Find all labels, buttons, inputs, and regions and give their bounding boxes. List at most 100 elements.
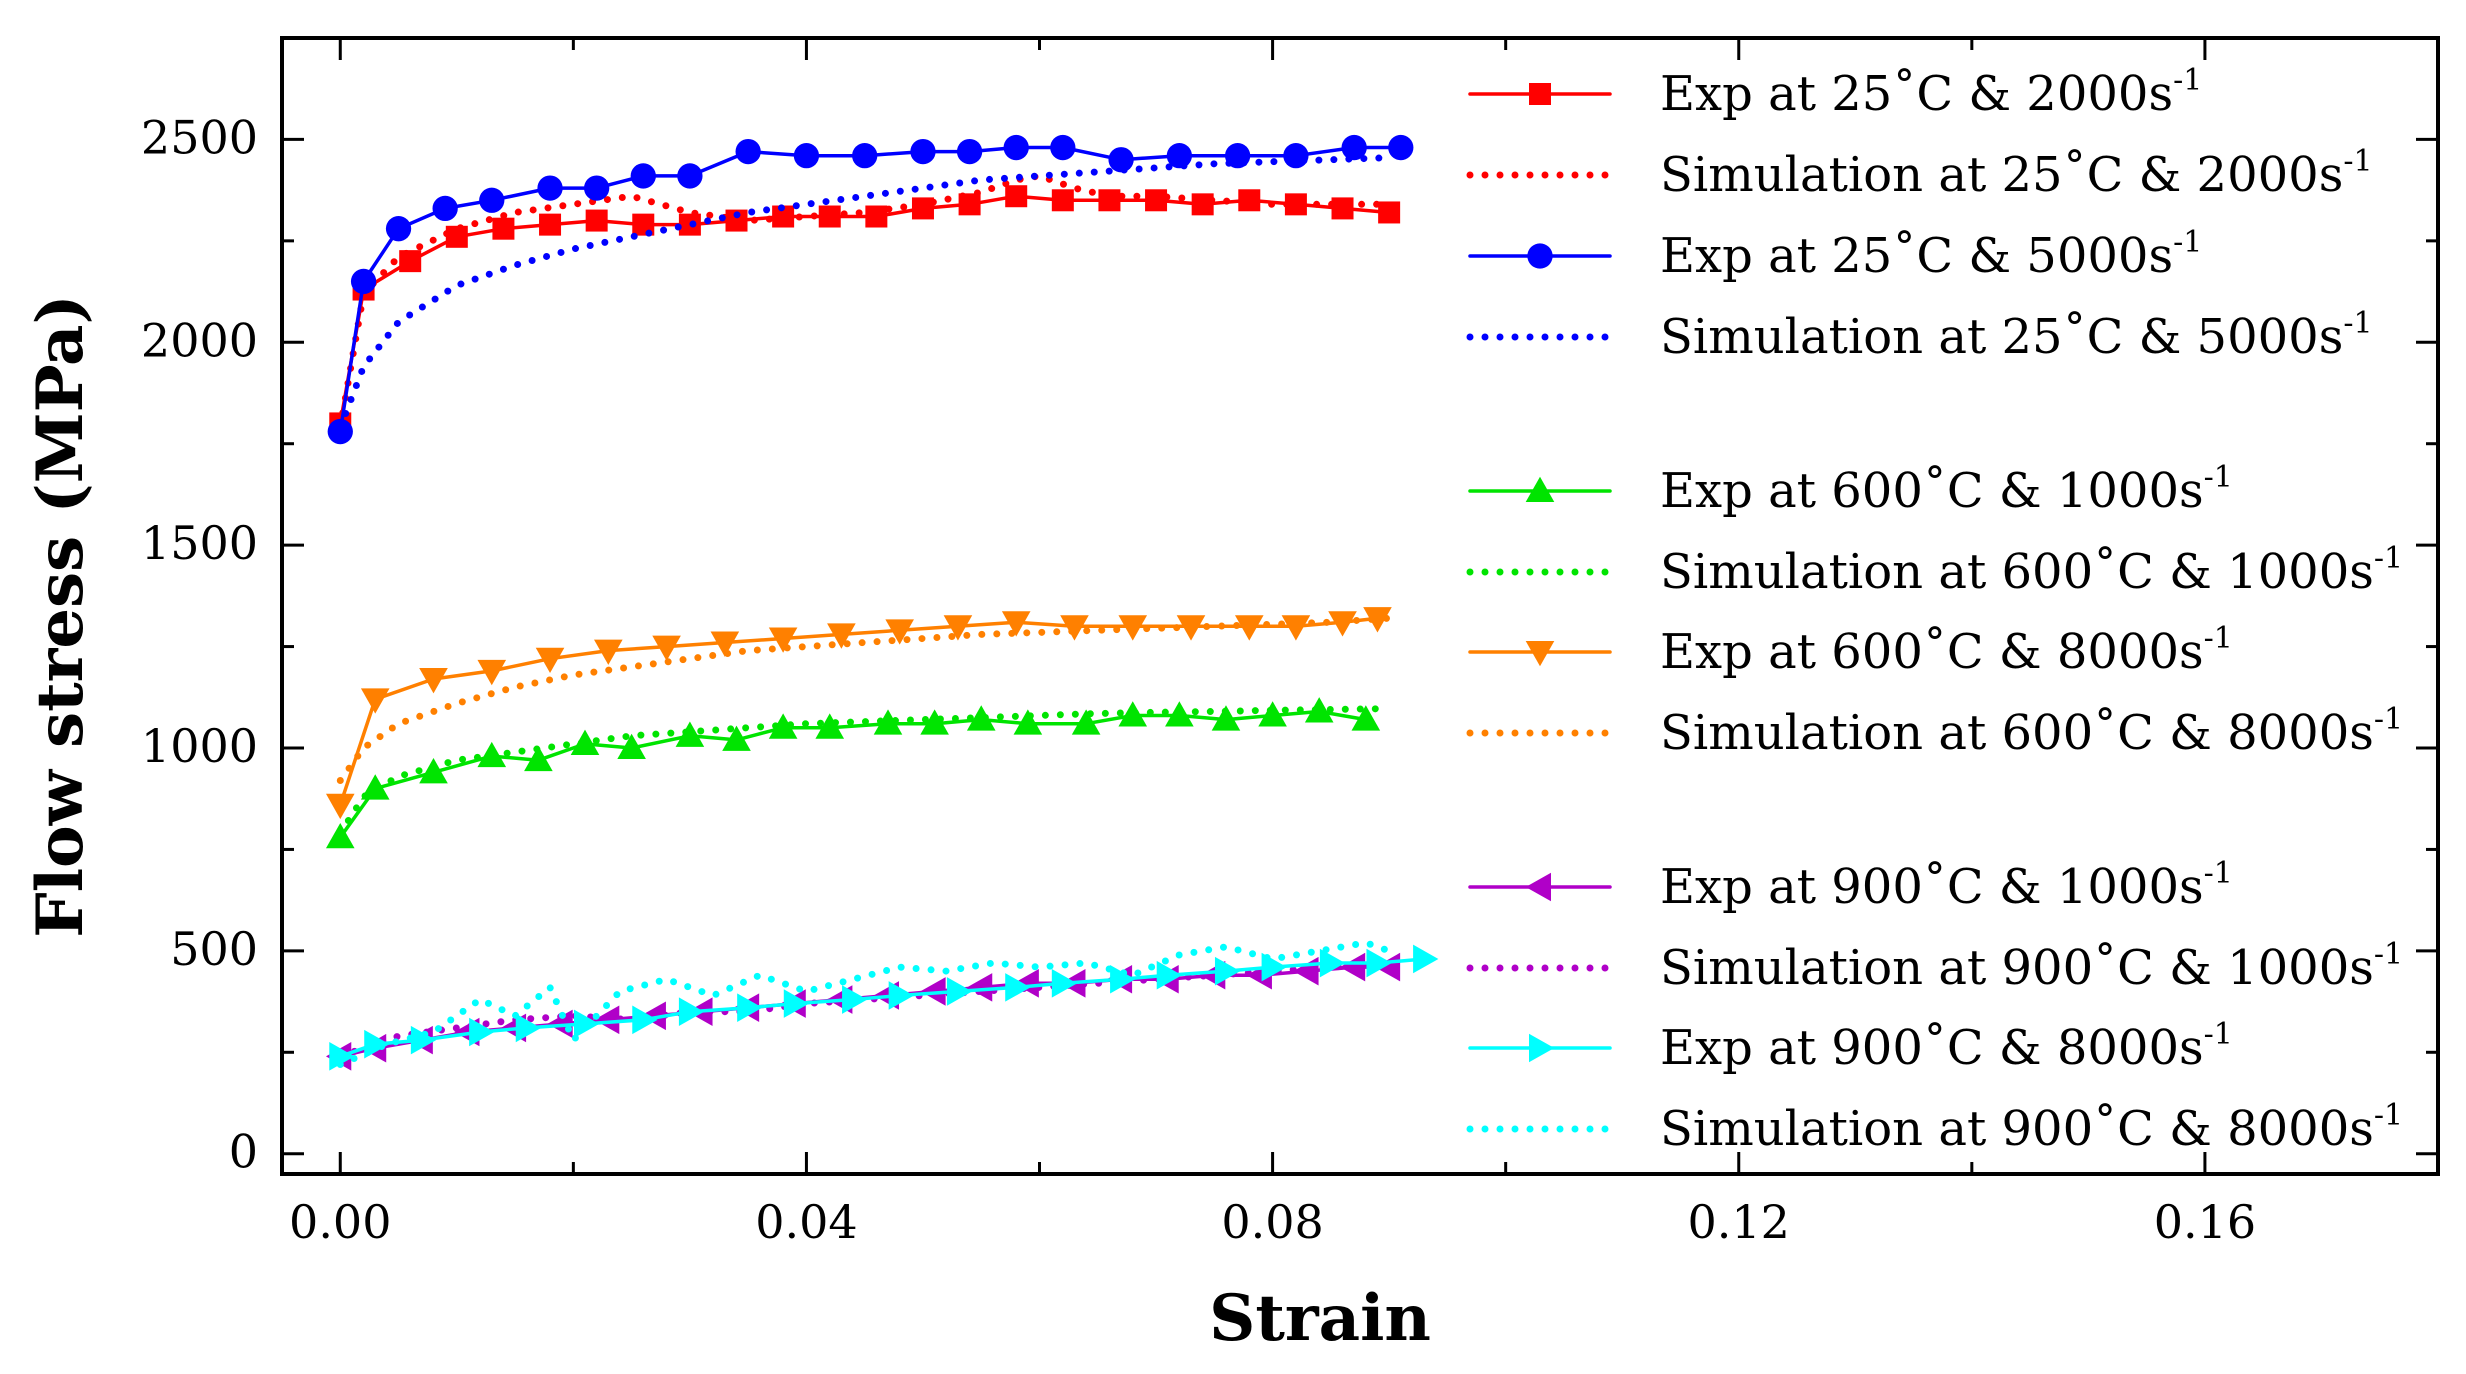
- legend-entry: Exp at 900˚C & 8000s-1: [1468, 1017, 2233, 1076]
- data-point: [678, 997, 705, 1027]
- legend-entry: Exp at 600˚C & 1000s-1: [1468, 460, 2233, 519]
- data-point: [632, 1005, 658, 1035]
- data-point: [535, 647, 565, 674]
- data-point: [1234, 615, 1264, 641]
- legend-label-superscript: -1: [2173, 63, 2202, 98]
- data-point: [1098, 189, 1121, 212]
- data-point: [1108, 147, 1134, 173]
- legend-label-text: Exp at 25˚C & 2000s: [1660, 66, 2173, 122]
- data-point: [1413, 944, 1439, 974]
- data-point: [885, 619, 914, 645]
- legend-label: Simulation at 900˚C & 8000s-1: [1660, 1098, 2403, 1157]
- data-point: [910, 138, 936, 165]
- data-point: [1003, 134, 1029, 161]
- data-point: [1351, 705, 1381, 731]
- legend-entry: Simulation at 25˚C & 5000s-1: [1466, 306, 2373, 365]
- data-point: [1366, 948, 1392, 978]
- data-point: [360, 688, 390, 714]
- data-point: [1281, 615, 1311, 641]
- data-point: [329, 1042, 355, 1071]
- x-tick-label: 0.08: [1221, 1195, 1323, 1249]
- y-tick-label: 1500: [141, 516, 258, 570]
- legend-label: Simulation at 25˚C & 2000s-1: [1660, 144, 2373, 203]
- data-point: [594, 639, 623, 665]
- legend-marker: [1529, 1033, 1555, 1063]
- legend-marker: [1529, 83, 1551, 105]
- data-point: [477, 659, 507, 686]
- data-point: [1214, 956, 1241, 986]
- legend-entry: Exp at 25˚C & 2000s-1: [1468, 63, 2202, 122]
- legend-label-text: Exp at 900˚C & 8000s: [1660, 1020, 2204, 1076]
- data-point: [920, 709, 949, 735]
- data-point: [737, 993, 763, 1022]
- series-12: [336, 939, 1393, 1068]
- data-point: [1304, 697, 1334, 723]
- series-11: [329, 944, 1439, 1071]
- data-point: [956, 138, 983, 165]
- legend-entry: Simulation at 25˚C & 2000s-1: [1466, 144, 2373, 203]
- data-point: [1001, 611, 1031, 637]
- simulation-line: [336, 959, 1393, 1060]
- data-point: [710, 631, 740, 657]
- data-point: [1283, 143, 1309, 169]
- data-point: [1060, 615, 1089, 641]
- data-point: [827, 623, 856, 649]
- data-point: [1363, 607, 1392, 633]
- x-tick-label: 0.04: [755, 1195, 857, 1249]
- simulation-line: [336, 939, 1393, 1068]
- x-tick-label: 0.16: [2154, 1195, 2256, 1249]
- legend-entry: Simulation at 600˚C & 8000s-1: [1466, 702, 2403, 761]
- data-point: [1156, 960, 1183, 990]
- data-point: [768, 627, 798, 653]
- legend-entry: Exp at 600˚C & 8000s-1: [1468, 621, 2233, 680]
- legend-label-text: Exp at 600˚C & 1000s: [1660, 463, 2204, 519]
- legend-label-superscript: -1: [2374, 702, 2403, 737]
- legend-entry: Simulation at 600˚C & 1000s-1: [1466, 541, 2403, 600]
- data-point: [445, 225, 468, 248]
- experiment-line: [338, 965, 1391, 1059]
- simulation-line: [336, 705, 1393, 837]
- legend-marker: [1525, 641, 1555, 667]
- legend-label-superscript: -1: [2343, 306, 2372, 341]
- series-10: [336, 959, 1393, 1060]
- data-point: [630, 163, 656, 189]
- data-point: [852, 143, 878, 169]
- data-point: [1051, 189, 1074, 212]
- data-point: [1013, 969, 1039, 998]
- data-point: [584, 175, 610, 201]
- data-point: [515, 1013, 542, 1043]
- legend-label: Exp at 25˚C & 2000s-1: [1660, 63, 2202, 122]
- legend-label-superscript: -1: [2374, 541, 2403, 576]
- simulation-line: [336, 172, 1393, 431]
- legend-label: Exp at 600˚C & 8000s-1: [1660, 621, 2233, 680]
- plot-frame: [280, 36, 2440, 1176]
- data-point: [1284, 193, 1307, 216]
- legend-label: Exp at 600˚C & 1000s-1: [1660, 460, 2233, 519]
- x-tick-label: 0.00: [289, 1195, 391, 1249]
- data-point: [888, 981, 914, 1010]
- data-point: [585, 209, 608, 232]
- data-point: [432, 195, 458, 222]
- legend-label-superscript: -1: [2374, 1098, 2403, 1133]
- data-point: [1051, 969, 1078, 998]
- data-point: [1145, 189, 1168, 212]
- data-point: [1341, 134, 1367, 161]
- data-point: [537, 175, 563, 201]
- series-5: [325, 697, 1381, 849]
- legend-label-text: Simulation at 25˚C & 5000s: [1660, 309, 2343, 365]
- legend-marker: [1527, 243, 1553, 269]
- y-tick-label: 2500: [141, 110, 258, 164]
- data-point: [842, 985, 868, 1014]
- axes: 0.00 0.04 0.08 0.12 0.16 0 500 1000 1500 2000 2500: [141, 36, 2440, 1249]
- data-point: [966, 705, 996, 731]
- data-point: [873, 709, 903, 735]
- data-point: [1166, 143, 1193, 169]
- data-point: [1331, 197, 1354, 220]
- legend-label-text: Exp at 900˚C & 1000s: [1660, 859, 2204, 915]
- series-2: [336, 172, 1393, 431]
- series-6: [336, 705, 1393, 837]
- legend-label: Simulation at 600˚C & 8000s-1: [1660, 702, 2403, 761]
- data-point: [722, 725, 751, 751]
- data-point: [768, 713, 798, 739]
- series-7: [325, 607, 1392, 820]
